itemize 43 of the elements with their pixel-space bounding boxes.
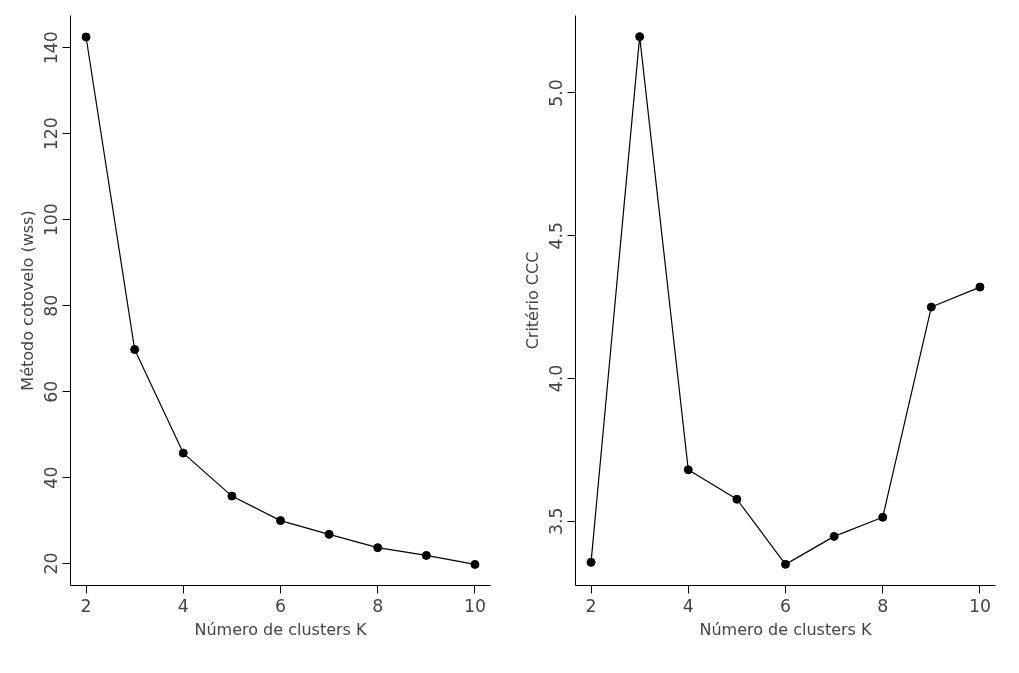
y-axis-title: Método cotovelo (wss) <box>17 210 37 391</box>
y-tick-label: 3.5 <box>546 507 567 536</box>
point <box>683 465 693 475</box>
point <box>975 282 985 292</box>
x-tick-label: 2 <box>80 595 92 616</box>
y-tick-label: 40 <box>41 466 62 489</box>
y-tick-label: 4.0 <box>546 364 567 393</box>
x-tick-label: 10 <box>463 595 486 616</box>
point <box>324 529 334 539</box>
point <box>635 32 645 42</box>
x-axis-title: Número de clusters K <box>699 619 873 639</box>
x-tick-label: 4 <box>177 595 189 616</box>
y-tick-label: 20 <box>41 552 62 575</box>
x-tick-label: 6 <box>779 595 792 616</box>
x-tick-label: 2 <box>585 595 597 616</box>
y-tick-label: 5.0 <box>546 79 567 107</box>
y-tick-label: 100 <box>41 203 62 237</box>
y-tick-label: 120 <box>41 117 62 151</box>
x-tick-label: 8 <box>372 595 384 616</box>
point <box>732 494 742 504</box>
point <box>227 491 237 501</box>
point <box>878 512 888 522</box>
y-axis-title: Critério CCC <box>522 251 542 350</box>
x-tick-label: 6 <box>274 595 287 616</box>
point <box>81 32 91 42</box>
y-tick-label: 4.5 <box>546 221 567 250</box>
point <box>276 516 285 526</box>
point <box>421 550 431 560</box>
x-tick-label: 8 <box>877 595 889 616</box>
point <box>829 531 839 541</box>
point <box>178 448 188 458</box>
y-tick-label: 140 <box>41 31 62 65</box>
point <box>926 302 936 312</box>
x-axis-title: Número de clusters K <box>194 619 368 639</box>
x-tick-label: 4 <box>682 595 694 616</box>
point <box>130 345 140 354</box>
point <box>470 559 480 569</box>
point <box>586 557 596 567</box>
y-tick-label: 60 <box>41 380 62 403</box>
x-tick-label: 10 <box>968 595 991 616</box>
point <box>373 543 383 553</box>
y-tick-label: 80 <box>41 294 62 317</box>
point <box>781 559 790 569</box>
